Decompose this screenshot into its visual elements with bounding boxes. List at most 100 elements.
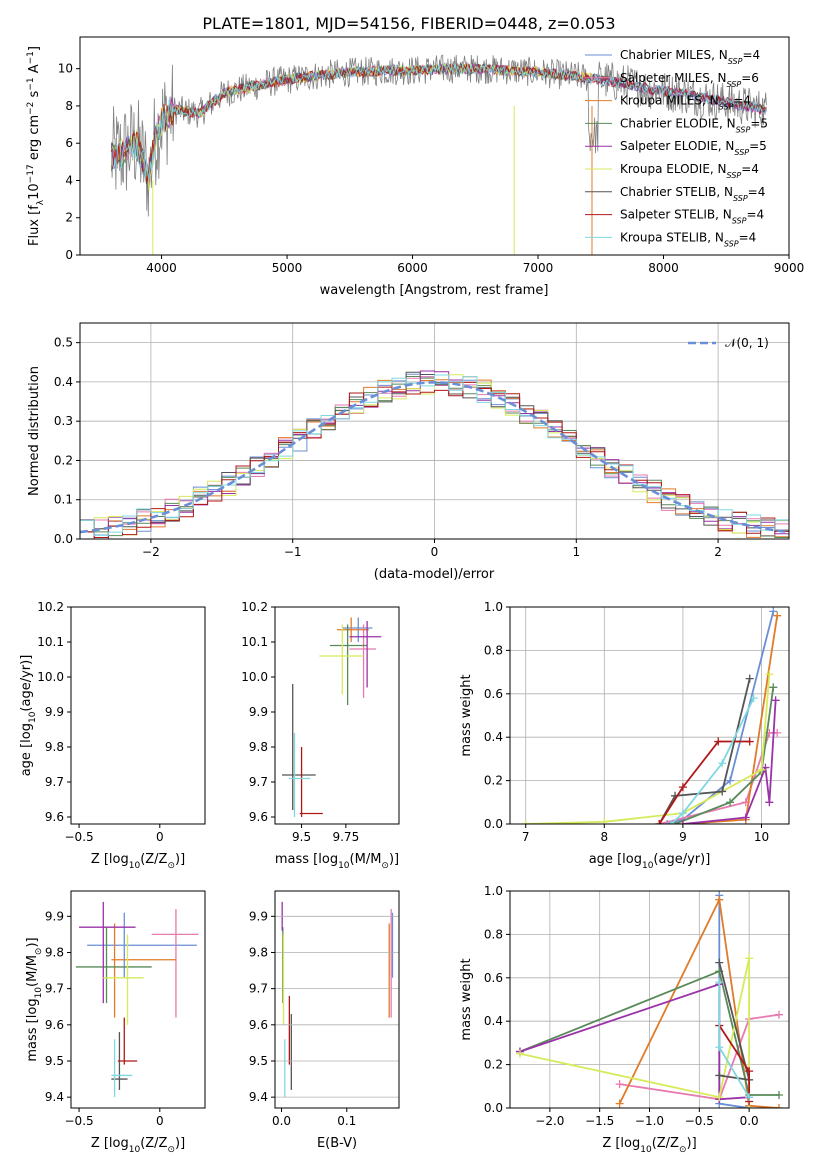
tick-group: −0.5 0 9.4 9.5 9.6 9.7 9.8 9.9	[45, 909, 164, 1128]
y-tick-label: 0.4	[484, 1014, 503, 1028]
y-tick-label: 9.6	[45, 1018, 64, 1032]
y-tick-label: 0.0	[54, 532, 73, 546]
y-tick-label: 0.0	[484, 817, 503, 831]
x-tick-label: 7000	[523, 261, 554, 275]
x-tick-label: 9.5	[292, 830, 311, 844]
x-tick-label: −2.0	[535, 1114, 564, 1128]
y-tick-label: 9.7	[249, 775, 268, 789]
weight-marker	[726, 798, 735, 807]
y-axis-label: mass weight	[459, 674, 474, 756]
legend-entry: Chabrier STELIB, NSSP=4	[620, 185, 765, 203]
y-tick-label: 9.9	[249, 909, 268, 923]
weight-marker	[600, 817, 609, 824]
tick-group: 7 8 9 10 0.0 0.2 0.4 0.6 0.8 1.0	[484, 600, 769, 844]
weight-lines	[515, 891, 784, 1108]
axes-frame	[509, 606, 790, 825]
y-tick-label: 2	[65, 211, 73, 225]
y-tick-label: 9.8	[249, 945, 268, 959]
weight-series-line	[519, 958, 750, 1108]
x-tick-label: −1	[284, 545, 302, 559]
x-axis-label: mass [log10(M/M⊙)]	[275, 852, 399, 871]
y-tick-label: 9.5	[249, 1054, 268, 1068]
x-axis-label: age [log10(age/yr)]	[589, 852, 711, 871]
x-axis-label: Z [log10(Z/Z⊙)]	[91, 1136, 185, 1155]
weight-marker	[655, 820, 664, 824]
tick-group: 4000 5000 6000 7000 8000 9000 0 2 4 6 8 10	[58, 62, 805, 275]
spectrum-legend: Chabrier MILES, NSSP=4 Salpeter MILES, NS…	[585, 48, 768, 248]
model-spectrum-line	[110, 62, 767, 179]
weight-marker	[667, 820, 676, 824]
y-tick-label: 10.1	[241, 635, 268, 649]
weight-series-line	[619, 1013, 780, 1101]
y-tick-label: 9.6	[45, 810, 64, 824]
y-tick-label: 0.6	[484, 687, 503, 701]
x-tick-label: −0.5	[65, 1114, 94, 1128]
weight-marker	[765, 670, 774, 679]
x-axis-label: (data-model)/error	[374, 567, 495, 582]
weight-series-line	[519, 970, 779, 1096]
weight-marker	[715, 895, 724, 904]
model-spectrum-line	[110, 62, 767, 183]
legend-entry: Chabrier ELODIE, NSSP=5	[620, 116, 768, 133]
residual-histogram-line	[80, 381, 789, 538]
weight-marker	[745, 674, 754, 683]
x-tick-label: 8000	[648, 261, 679, 275]
legend-entry: Chabrier MILES, NSSP=4	[620, 48, 760, 66]
axes-frame	[79, 36, 790, 256]
tick-group: −2.0 −1.5 −1.0 −0.5 0.0 0.0 0.2 0.4 0.6 0.8 1.0	[484, 884, 759, 1128]
model-spectrum-line	[110, 63, 593, 180]
weight-marker	[615, 1080, 624, 1089]
error-bars	[76, 618, 200, 818]
y-tick-label: 9.8	[45, 740, 64, 754]
y-tick-label: 10.2	[37, 600, 64, 614]
legend-entry: 𝒩(0, 1)	[725, 336, 769, 350]
y-tick-label: 0.6	[484, 971, 503, 985]
x-tick-label: −1.5	[585, 1114, 614, 1128]
tick-group: −0.5 0 9.6 9.7 9.8 9.9 10.0 10.1 10.2	[37, 600, 163, 844]
y-tick-label: 0.1	[54, 493, 73, 507]
y-axis-label: mass [log10(M/M⊙)]	[25, 937, 44, 1061]
normal-distribution-curve	[80, 380, 789, 534]
y-tick-label: 0.2	[54, 453, 73, 467]
y-tick-label: 9.6	[249, 1018, 268, 1032]
y-axis-label: Flux [fλ10−17 erg cm−2 s−1 A−1]	[26, 46, 46, 246]
weight-lines	[521, 607, 782, 824]
weight-marker	[769, 607, 778, 616]
y-tick-label: 9.8	[249, 740, 268, 754]
x-tick-label: 7	[522, 830, 530, 844]
residual-panel: −2 −1 0 1 2 0.0 0.1 0.2 0.3 0.4 0.5 (data-model)/er…	[27, 322, 790, 582]
histogram-lines	[80, 370, 789, 539]
model-spectrum-line	[111, 63, 593, 191]
weight-marker	[775, 1010, 784, 1019]
age-vs-metallicity-panel: −0.5 0 9.6 9.7 9.8 9.9 10.0 10.1 10.2 Z [log10(Z/…	[19, 600, 206, 871]
y-axis-label: mass weight	[459, 958, 474, 1040]
weight-marker	[771, 696, 780, 705]
weight-marker	[769, 683, 778, 692]
y-tick-label: 0.0	[484, 1101, 503, 1115]
y-tick-label: 1.0	[484, 600, 503, 614]
weight-marker	[726, 776, 735, 785]
weight-series-line	[658, 740, 750, 824]
x-tick-label: −0.5	[65, 830, 94, 844]
weight-marker	[678, 820, 687, 824]
y-axis-label: age [log10(age/yr)]	[19, 655, 38, 777]
legend-entry: Salpeter ELODIE, NSSP=5	[620, 139, 767, 157]
legend-entry: Kroupa MILES, NSSP=4	[620, 94, 751, 112]
figure-title: PLATE=1801, MJD=54156, FIBERID=0448, z=0…	[202, 14, 615, 33]
weight-marker	[715, 1043, 724, 1052]
x-tick-label: 0	[156, 1114, 164, 1128]
weight-marker	[715, 1071, 724, 1080]
weight-marker	[775, 1090, 784, 1099]
y-tick-label: 10.2	[241, 600, 268, 614]
x-tick-label: 1	[572, 545, 580, 559]
y-tick-label: 1.0	[484, 884, 503, 898]
y-tick-label: 0.4	[54, 375, 73, 389]
y-tick-label: 9.4	[45, 1090, 64, 1104]
x-tick-label: 9	[679, 830, 687, 844]
y-tick-label: 9.9	[249, 705, 268, 719]
y-tick-label: 0.2	[484, 1058, 503, 1072]
legend-entry: Kroupa STELIB, NSSP=4	[620, 230, 756, 248]
y-tick-label: 0.5	[54, 336, 73, 350]
axes-frame	[274, 606, 400, 825]
y-tick-label: 6	[65, 136, 73, 150]
